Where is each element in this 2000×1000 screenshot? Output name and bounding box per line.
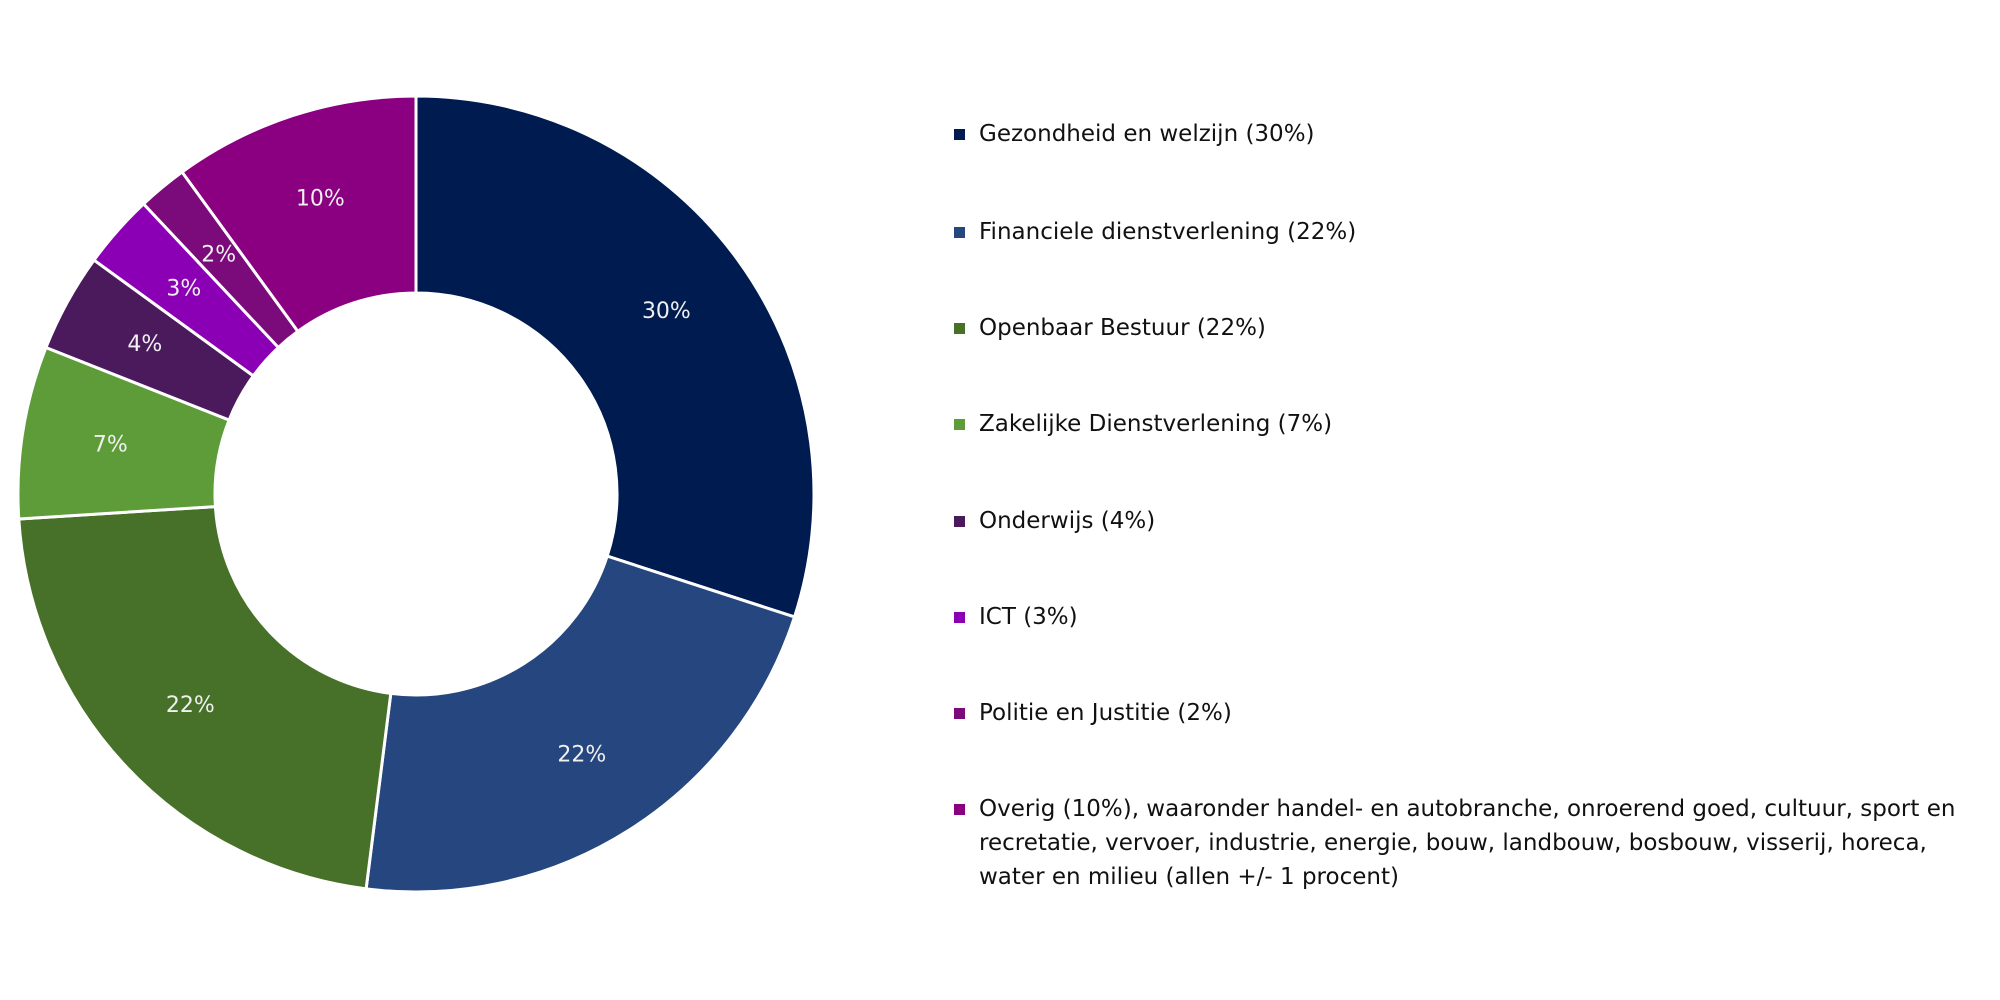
data-label: 30%	[642, 299, 691, 324]
legend-item: Onderwijs (4%)	[950, 504, 1990, 538]
data-label: 22%	[166, 693, 215, 718]
legend-label: Zakelijke Dienstverlening (7%)	[979, 411, 1333, 437]
legend-item: Gezondheid en welzijn (30%)	[950, 117, 1990, 151]
legend-label: Gezondheid en welzijn (30%)	[979, 121, 1315, 147]
legend-item: Zakelijke Dienstverlening (7%)	[950, 407, 1990, 441]
legend-swatch	[954, 708, 965, 719]
data-label: 3%	[166, 276, 201, 301]
legend-swatch	[954, 419, 965, 430]
legend-item: Politie en Justitie (2%)	[950, 696, 1990, 730]
data-label: 22%	[557, 742, 606, 767]
legend-swatch	[954, 804, 965, 815]
donut-chart: 30% 22% 22% 7% 4% 3%2% 10%	[16, 94, 816, 894]
data-label: 2%	[201, 243, 236, 268]
data-label: 10%	[296, 187, 345, 212]
donut-slice	[179, 94, 418, 334]
legend-label: ICT (3%)	[979, 604, 1078, 630]
legend-swatch	[954, 227, 965, 238]
legend-swatch	[954, 323, 965, 334]
legend-swatch	[954, 129, 965, 140]
legend-item: Financiele dienstverlening (22%)	[950, 215, 1990, 249]
legend-swatch	[954, 516, 965, 527]
data-label: 4%	[127, 332, 162, 357]
donut-slice	[17, 505, 393, 891]
legend-swatch	[954, 612, 965, 623]
legend-item: Overig (10%), waaronder handel- en autob…	[950, 792, 1990, 894]
legend-item: ICT (3%)	[950, 600, 1990, 634]
legend-item: Openbaar Bestuur (22%)	[950, 311, 1990, 345]
legend-label: Overig (10%), waaronder handel- en autob…	[979, 796, 1956, 890]
legend-label: Financiele dienstverlening (22%)	[979, 219, 1357, 245]
data-label: 7%	[93, 433, 128, 458]
donut-slice	[414, 94, 816, 619]
legend-label: Openbaar Bestuur (22%)	[979, 315, 1266, 341]
donut-slice	[364, 554, 797, 894]
legend-label: Onderwijs (4%)	[979, 508, 1156, 534]
legend-label: Politie en Justitie (2%)	[979, 700, 1232, 726]
